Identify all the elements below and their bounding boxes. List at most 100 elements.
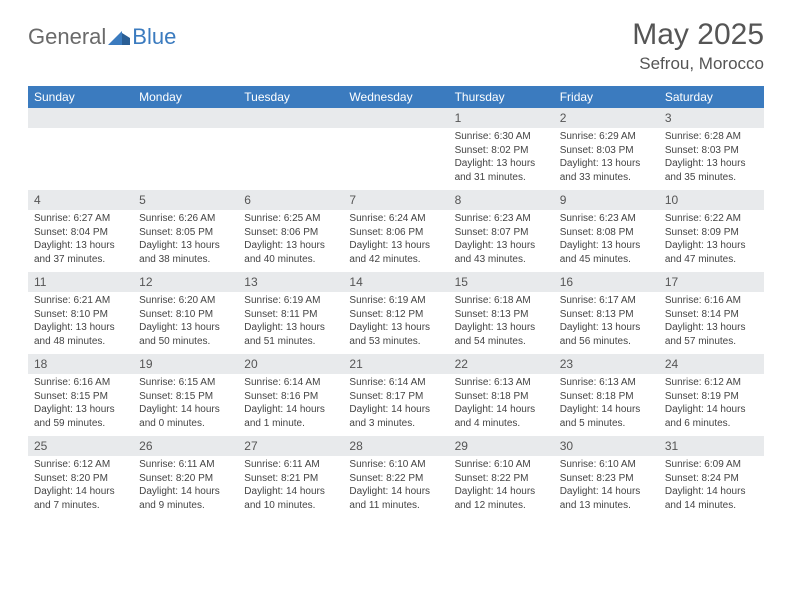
- day-number: 20: [238, 354, 343, 374]
- sunset-text: Sunset: 8:16 PM: [244, 390, 337, 404]
- sunset-text: Sunset: 8:12 PM: [349, 308, 442, 322]
- sunset-text: Sunset: 8:09 PM: [665, 226, 758, 240]
- sunrise-text: Sunrise: 6:25 AM: [244, 212, 337, 226]
- daylight-text: Daylight: 13 hours and 53 minutes.: [349, 321, 442, 348]
- sunrise-text: Sunrise: 6:28 AM: [665, 130, 758, 144]
- sunrise-text: Sunrise: 6:16 AM: [34, 376, 127, 390]
- day-number: 31: [659, 436, 764, 456]
- sunrise-text: Sunrise: 6:12 AM: [34, 458, 127, 472]
- day-details: Sunrise: 6:27 AMSunset: 8:04 PMDaylight:…: [28, 210, 133, 272]
- day-details: Sunrise: 6:17 AMSunset: 8:13 PMDaylight:…: [554, 292, 659, 354]
- sunset-text: Sunset: 8:02 PM: [455, 144, 548, 158]
- sunset-text: Sunset: 8:10 PM: [34, 308, 127, 322]
- sunrise-text: Sunrise: 6:12 AM: [665, 376, 758, 390]
- day-details: Sunrise: 6:26 AMSunset: 8:05 PMDaylight:…: [133, 210, 238, 272]
- sunset-text: Sunset: 8:15 PM: [139, 390, 232, 404]
- sunset-text: Sunset: 8:19 PM: [665, 390, 758, 404]
- day-number: 25: [28, 436, 133, 456]
- sunrise-text: Sunrise: 6:29 AM: [560, 130, 653, 144]
- day-number: 21: [343, 354, 448, 374]
- weekday-header-row: Sunday Monday Tuesday Wednesday Thursday…: [28, 86, 764, 108]
- day-details: Sunrise: 6:24 AMSunset: 8:06 PMDaylight:…: [343, 210, 448, 272]
- day-details: Sunrise: 6:18 AMSunset: 8:13 PMDaylight:…: [449, 292, 554, 354]
- daylight-text: Daylight: 13 hours and 57 minutes.: [665, 321, 758, 348]
- weekday-monday: Monday: [133, 86, 238, 108]
- sunrise-text: Sunrise: 6:11 AM: [244, 458, 337, 472]
- day-details: [133, 128, 238, 190]
- sunrise-text: Sunrise: 6:09 AM: [665, 458, 758, 472]
- day-details: Sunrise: 6:11 AMSunset: 8:20 PMDaylight:…: [133, 456, 238, 518]
- daytext-row: Sunrise: 6:27 AMSunset: 8:04 PMDaylight:…: [28, 210, 764, 272]
- sunset-text: Sunset: 8:06 PM: [244, 226, 337, 240]
- sunrise-text: Sunrise: 6:22 AM: [665, 212, 758, 226]
- sunset-text: Sunset: 8:06 PM: [349, 226, 442, 240]
- day-number: 23: [554, 354, 659, 374]
- day-details: Sunrise: 6:12 AMSunset: 8:20 PMDaylight:…: [28, 456, 133, 518]
- daynum-row: 45678910: [28, 190, 764, 210]
- sunrise-text: Sunrise: 6:13 AM: [560, 376, 653, 390]
- day-details: [343, 128, 448, 190]
- day-details: Sunrise: 6:16 AMSunset: 8:14 PMDaylight:…: [659, 292, 764, 354]
- sunrise-text: Sunrise: 6:14 AM: [244, 376, 337, 390]
- day-number: [133, 108, 238, 128]
- day-details: [238, 128, 343, 190]
- sunset-text: Sunset: 8:13 PM: [455, 308, 548, 322]
- day-number: 26: [133, 436, 238, 456]
- weekday-sunday: Sunday: [28, 86, 133, 108]
- weekday-saturday: Saturday: [659, 86, 764, 108]
- day-details: Sunrise: 6:25 AMSunset: 8:06 PMDaylight:…: [238, 210, 343, 272]
- daylight-text: Daylight: 13 hours and 59 minutes.: [34, 403, 127, 430]
- sunrise-text: Sunrise: 6:14 AM: [349, 376, 442, 390]
- daylight-text: Daylight: 13 hours and 50 minutes.: [139, 321, 232, 348]
- sunrise-text: Sunrise: 6:30 AM: [455, 130, 548, 144]
- daylight-text: Daylight: 13 hours and 54 minutes.: [455, 321, 548, 348]
- day-number: 9: [554, 190, 659, 210]
- daylight-text: Daylight: 13 hours and 47 minutes.: [665, 239, 758, 266]
- title-block: May 2025 Sefrou, Morocco: [632, 18, 764, 74]
- daylight-text: Daylight: 13 hours and 40 minutes.: [244, 239, 337, 266]
- sunrise-text: Sunrise: 6:10 AM: [455, 458, 548, 472]
- daylight-text: Daylight: 13 hours and 31 minutes.: [455, 157, 548, 184]
- day-number: 30: [554, 436, 659, 456]
- daytext-row: Sunrise: 6:12 AMSunset: 8:20 PMDaylight:…: [28, 456, 764, 518]
- sunset-text: Sunset: 8:03 PM: [560, 144, 653, 158]
- day-details: Sunrise: 6:09 AMSunset: 8:24 PMDaylight:…: [659, 456, 764, 518]
- day-details: Sunrise: 6:28 AMSunset: 8:03 PMDaylight:…: [659, 128, 764, 190]
- sunset-text: Sunset: 8:03 PM: [665, 144, 758, 158]
- sunrise-text: Sunrise: 6:10 AM: [349, 458, 442, 472]
- sunset-text: Sunset: 8:22 PM: [349, 472, 442, 486]
- sunrise-text: Sunrise: 6:23 AM: [560, 212, 653, 226]
- sunset-text: Sunset: 8:22 PM: [455, 472, 548, 486]
- day-number: 24: [659, 354, 764, 374]
- daynum-row: 18192021222324: [28, 354, 764, 374]
- day-details: Sunrise: 6:10 AMSunset: 8:22 PMDaylight:…: [343, 456, 448, 518]
- sunset-text: Sunset: 8:08 PM: [560, 226, 653, 240]
- day-number: 3: [659, 108, 764, 128]
- day-number: [28, 108, 133, 128]
- weeks-container: 123Sunrise: 6:30 AMSunset: 8:02 PMDaylig…: [28, 108, 764, 518]
- month-title: May 2025: [632, 18, 764, 52]
- daylight-text: Daylight: 13 hours and 45 minutes.: [560, 239, 653, 266]
- sunset-text: Sunset: 8:21 PM: [244, 472, 337, 486]
- day-details: Sunrise: 6:20 AMSunset: 8:10 PMDaylight:…: [133, 292, 238, 354]
- daylight-text: Daylight: 13 hours and 48 minutes.: [34, 321, 127, 348]
- daynum-row: 11121314151617: [28, 272, 764, 292]
- day-details: Sunrise: 6:23 AMSunset: 8:07 PMDaylight:…: [449, 210, 554, 272]
- daytext-row: Sunrise: 6:30 AMSunset: 8:02 PMDaylight:…: [28, 128, 764, 190]
- sunset-text: Sunset: 8:18 PM: [560, 390, 653, 404]
- day-number: 10: [659, 190, 764, 210]
- day-number: 17: [659, 272, 764, 292]
- logo-text-blue: Blue: [132, 24, 176, 50]
- day-number: 2: [554, 108, 659, 128]
- daylight-text: Daylight: 13 hours and 38 minutes.: [139, 239, 232, 266]
- sunrise-text: Sunrise: 6:24 AM: [349, 212, 442, 226]
- sunrise-text: Sunrise: 6:26 AM: [139, 212, 232, 226]
- day-details: Sunrise: 6:21 AMSunset: 8:10 PMDaylight:…: [28, 292, 133, 354]
- daylight-text: Daylight: 14 hours and 12 minutes.: [455, 485, 548, 512]
- day-number: 8: [449, 190, 554, 210]
- daylight-text: Daylight: 13 hours and 56 minutes.: [560, 321, 653, 348]
- daylight-text: Daylight: 13 hours and 35 minutes.: [665, 157, 758, 184]
- daylight-text: Daylight: 14 hours and 9 minutes.: [139, 485, 232, 512]
- day-number: 13: [238, 272, 343, 292]
- sunset-text: Sunset: 8:11 PM: [244, 308, 337, 322]
